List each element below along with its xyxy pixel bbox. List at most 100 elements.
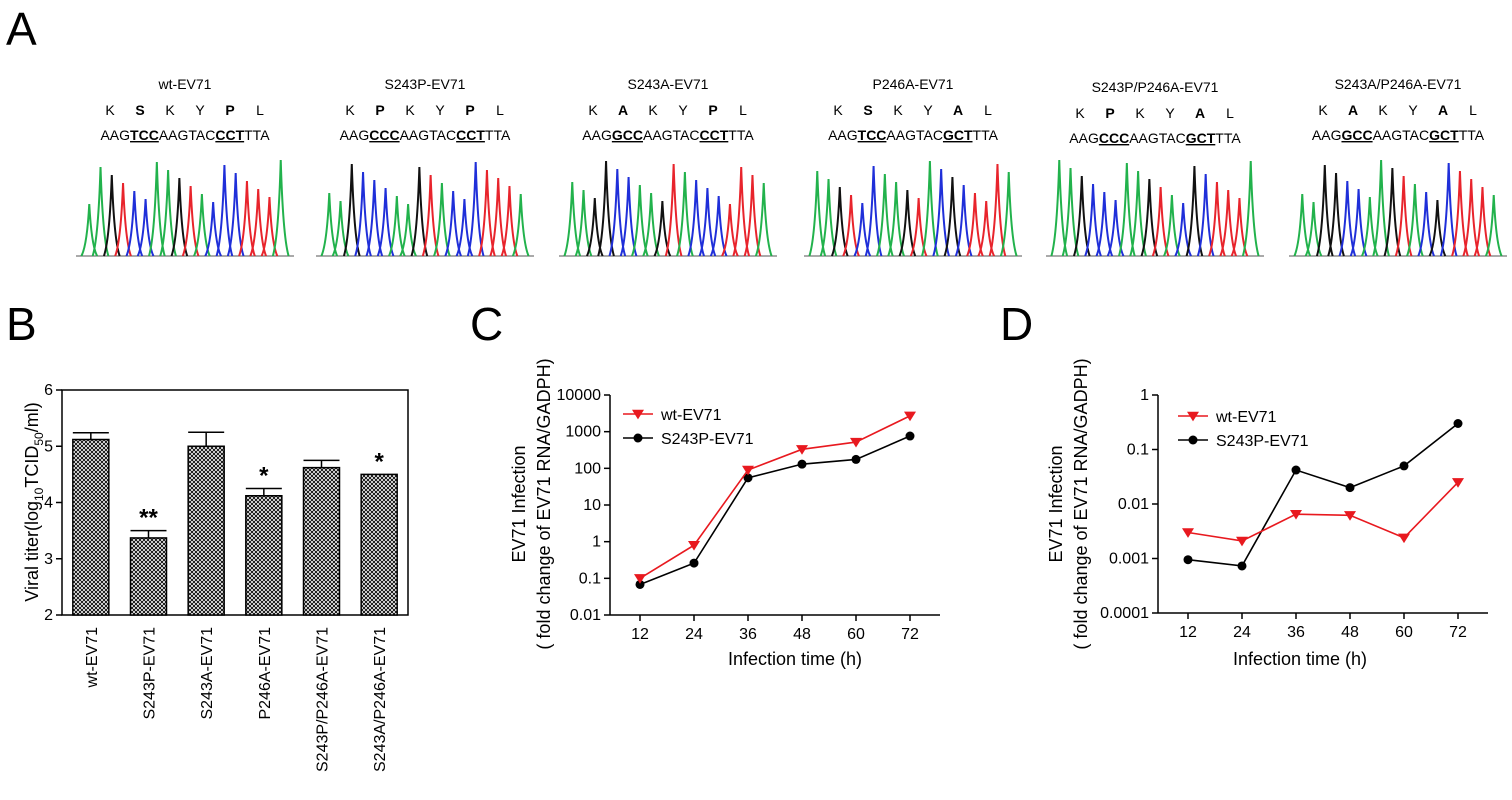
trace-title: S243A/P246A-EV71 bbox=[1335, 76, 1462, 92]
chromatogram-peak bbox=[147, 161, 166, 257]
chromatogram-peak bbox=[1208, 181, 1226, 257]
series-line bbox=[1187, 422, 1459, 567]
chromatogram-peak bbox=[943, 176, 962, 257]
chromatogram-peak bbox=[354, 171, 372, 257]
data-point bbox=[1187, 411, 1199, 422]
amino-acid-label: P bbox=[708, 102, 717, 118]
series-wt-ev71 bbox=[634, 411, 916, 584]
codon-segment: AAG bbox=[1069, 130, 1099, 146]
x-tick-label: S243P-EV71 bbox=[142, 627, 159, 720]
chromatogram-peak bbox=[1050, 159, 1069, 257]
y-axis-label-line2: ( fold change of EV71 RNA/GADPH) bbox=[534, 358, 554, 649]
bar bbox=[72, 438, 110, 616]
amino-acid-label: A bbox=[1195, 105, 1205, 121]
chromatogram-peak bbox=[1406, 183, 1424, 257]
dna-sequence: AAGTCCAAGTACCCTTTA bbox=[100, 127, 270, 143]
chromatogram-peak bbox=[226, 172, 245, 257]
chromatogram-peak bbox=[830, 186, 849, 257]
chromatogram-peak bbox=[320, 192, 339, 257]
data-point bbox=[633, 433, 643, 443]
amino-acid-label: L bbox=[739, 102, 747, 118]
y-tick-label: 0.0001 bbox=[1100, 605, 1149, 622]
x-tick-label: 60 bbox=[1395, 624, 1413, 641]
x-tick-label: S243P/P246A-EV71 bbox=[315, 627, 332, 772]
bar bbox=[129, 537, 168, 616]
data-point bbox=[1399, 461, 1409, 471]
bar bbox=[302, 466, 341, 616]
chromatogram-peak bbox=[819, 178, 838, 257]
data-point bbox=[634, 574, 646, 584]
chromatogram-peak bbox=[365, 179, 384, 257]
y-tick-label: 5 bbox=[44, 438, 53, 455]
chromatogram-peak bbox=[478, 169, 496, 257]
chromatogram-peak bbox=[921, 160, 939, 257]
series-line bbox=[639, 415, 911, 580]
chromatogram-peak bbox=[1118, 162, 1136, 257]
chromatogram-peak bbox=[1061, 167, 1080, 257]
data-point bbox=[1183, 555, 1193, 565]
amino-acid-label: P bbox=[225, 102, 234, 118]
chromatogram-peak bbox=[563, 181, 582, 257]
legend-entry: S243P-EV71 bbox=[623, 431, 754, 448]
chromatogram-peak bbox=[376, 187, 395, 257]
chromatogram-peak bbox=[238, 180, 256, 257]
data-point bbox=[1398, 533, 1410, 544]
chromatogram-peak bbox=[114, 182, 132, 257]
amino-acid-label: Y bbox=[1165, 105, 1175, 121]
amino-acid-label: K bbox=[345, 102, 355, 118]
codon-segment: TTA bbox=[244, 127, 270, 143]
data-point bbox=[904, 411, 916, 422]
y-tick-label: 10 bbox=[583, 497, 601, 514]
bar bbox=[187, 445, 225, 616]
y-tick-label: 6 bbox=[44, 382, 53, 399]
chromatogram-peak bbox=[1140, 178, 1159, 257]
trace-panel-3: S243A-EV71 K A K Y P L AAGGCCAAGTACCCTTTA bbox=[559, 76, 777, 257]
data-point bbox=[1182, 528, 1194, 538]
amino-acid-label: A bbox=[618, 102, 628, 118]
y-axis-label-line1: EV71 Infection bbox=[509, 445, 529, 562]
mutated-codon: GCC bbox=[1341, 127, 1372, 143]
codon-segment: TTA bbox=[485, 127, 511, 143]
data-point bbox=[796, 445, 808, 455]
y-tick-label: 0.001 bbox=[1109, 551, 1149, 568]
amino-acid-label: L bbox=[1469, 102, 1477, 118]
bars: **** bbox=[72, 431, 398, 616]
y-tick-label: 1 bbox=[1140, 387, 1149, 404]
chromatogram-peak bbox=[619, 176, 638, 257]
chromatogram-peak bbox=[966, 192, 984, 257]
amino-acid-label: Y bbox=[678, 102, 688, 118]
chromatogram-peak bbox=[249, 188, 268, 257]
amino-acid-label: K bbox=[1378, 102, 1388, 118]
chromatogram-peak bbox=[842, 194, 860, 257]
codon-segment: AAGTAC bbox=[1129, 130, 1186, 146]
codon-segment: AAG bbox=[828, 127, 858, 143]
chromatogram-peak bbox=[1129, 170, 1147, 257]
x-tick-label: 72 bbox=[1449, 624, 1467, 641]
chromatogram-peak bbox=[1349, 188, 1368, 257]
amino-acid-label: S bbox=[863, 102, 872, 118]
y-tick-label: 100 bbox=[574, 460, 601, 477]
amino-acid-label: K bbox=[1135, 105, 1145, 121]
chromatogram-peak bbox=[125, 190, 144, 257]
series-s243p-ev71 bbox=[635, 431, 915, 589]
chromatogram-peak bbox=[511, 193, 530, 257]
chromatogram-peak bbox=[1095, 191, 1114, 257]
y-axis-label-line1: EV71 Infection bbox=[1046, 445, 1066, 562]
mutated-codon: GCT bbox=[1429, 127, 1459, 143]
chromatogram-peak bbox=[887, 181, 905, 257]
data-point bbox=[1453, 418, 1463, 428]
mutated-codon: CCT bbox=[456, 127, 485, 143]
amino-acid-label: K bbox=[893, 102, 903, 118]
x-tick-label: 12 bbox=[631, 626, 649, 643]
trace-panel-1: wt-EV71 K S K Y P L AAGTCCAAGTACCCTTTA bbox=[76, 76, 294, 257]
chromatogram-peak bbox=[709, 195, 728, 257]
chromatogram-peak bbox=[91, 166, 110, 257]
y-axis-label: Viral titer(log10TCID50/ml) bbox=[22, 402, 46, 601]
chromatogram-peak bbox=[271, 159, 290, 257]
chromatogram-peak bbox=[1084, 183, 1102, 257]
x-tick-label: 24 bbox=[685, 626, 703, 643]
data-point bbox=[1452, 478, 1464, 488]
y-tick-label: 4 bbox=[44, 495, 53, 512]
